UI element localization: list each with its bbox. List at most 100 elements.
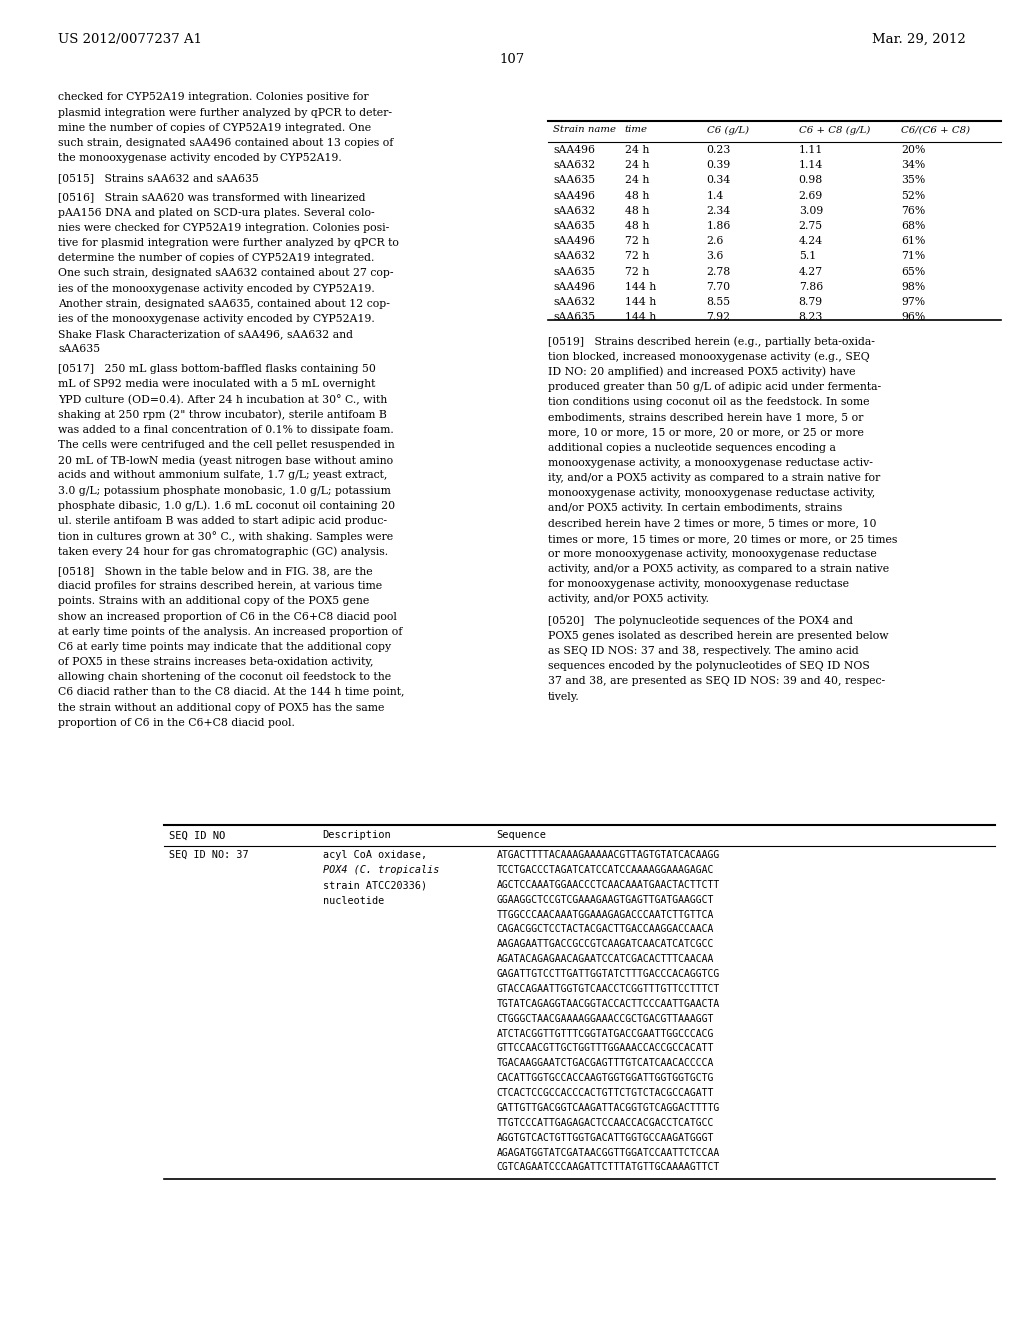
Text: 2.78: 2.78: [707, 267, 731, 277]
Text: plasmid integration were further analyzed by qPCR to deter-: plasmid integration were further analyze…: [58, 107, 392, 117]
Text: Mar. 29, 2012: Mar. 29, 2012: [871, 33, 966, 46]
Text: tion in cultures grown at 30° C., with shaking. Samples were: tion in cultures grown at 30° C., with s…: [58, 531, 393, 543]
Text: additional copies a nucleotide sequences encoding a: additional copies a nucleotide sequences…: [548, 442, 836, 453]
Text: show an increased proportion of C6 in the C6+C8 diacid pool: show an increased proportion of C6 in th…: [58, 611, 397, 622]
Text: more, 10 or more, 15 or more, 20 or more, or 25 or more: more, 10 or more, 15 or more, 20 or more…: [548, 428, 863, 437]
Text: 2.6: 2.6: [707, 236, 724, 247]
Text: sAA635: sAA635: [553, 220, 595, 231]
Text: TGTATCAGAGGTAACGGTACCACTTCCCAATTGAACTA: TGTATCAGAGGTAACGGTACCACTTCCCAATTGAACTA: [497, 999, 720, 1008]
Text: CTCACTCCGCCACCCACTGTTCTGTCTACGCCAGATT: CTCACTCCGCCACCCACTGTTCTGTCTACGCCAGATT: [497, 1088, 714, 1098]
Text: 34%: 34%: [901, 160, 926, 170]
Text: [0517]   250 mL glass bottom-baffled flasks containing 50: [0517] 250 mL glass bottom-baffled flask…: [58, 364, 376, 374]
Text: 20%: 20%: [901, 145, 926, 156]
Text: 2.34: 2.34: [707, 206, 731, 216]
Text: AAGAGAATTGACCGCCGTCAAGATCAACATCATCGCC: AAGAGAATTGACCGCCGTCAAGATCAACATCATCGCC: [497, 940, 714, 949]
Text: time: time: [625, 125, 647, 135]
Text: ies of the monooxygenase activity encoded by CYP52A19.: ies of the monooxygenase activity encode…: [58, 314, 375, 323]
Text: 72 h: 72 h: [625, 236, 649, 247]
Text: CTGGGCTAACGAAAAGGAAACCGCTGACGTTAAAGGT: CTGGGCTAACGAAAAGGAAACCGCTGACGTTAAAGGT: [497, 1014, 714, 1023]
Text: allowing chain shortening of the coconut oil feedstock to the: allowing chain shortening of the coconut…: [58, 672, 391, 682]
Text: One such strain, designated sAA632 contained about 27 cop-: One such strain, designated sAA632 conta…: [58, 268, 394, 279]
Text: AGGTGTCACTGTTGGTGACATTGGTGCCAAGATGGGT: AGGTGTCACTGTTGGTGACATTGGTGCCAAGATGGGT: [497, 1133, 714, 1143]
Text: mine the number of copies of CYP52A19 integrated. One: mine the number of copies of CYP52A19 in…: [58, 123, 372, 133]
Text: 37 and 38, are presented as SEQ ID NOS: 39 and 40, respec-: 37 and 38, are presented as SEQ ID NOS: …: [548, 676, 885, 686]
Text: sAA635: sAA635: [58, 345, 100, 354]
Text: 5.1: 5.1: [799, 251, 816, 261]
Text: 4.24: 4.24: [799, 236, 823, 247]
Text: monooxygenase activity, monooxygenase reductase activity,: monooxygenase activity, monooxygenase re…: [548, 488, 876, 498]
Text: 48 h: 48 h: [625, 206, 649, 216]
Text: or more monooxygenase activity, monooxygenase reductase: or more monooxygenase activity, monooxyg…: [548, 549, 877, 558]
Text: nucleotide: nucleotide: [323, 895, 384, 906]
Text: 76%: 76%: [901, 206, 926, 216]
Text: [0515]   Strains sAA632 and sAA635: [0515] Strains sAA632 and sAA635: [58, 173, 259, 183]
Text: sAA632: sAA632: [553, 206, 595, 216]
Text: at early time points of the analysis. An increased proportion of: at early time points of the analysis. An…: [58, 627, 402, 636]
Text: GAGATTGTCCTTGATTGGTATCTTTGACCCACAGGTCG: GAGATTGTCCTTGATTGGTATCTTTGACCCACAGGTCG: [497, 969, 720, 979]
Text: of POX5 in these strains increases beta-oxidation activity,: of POX5 in these strains increases beta-…: [58, 657, 374, 667]
Text: taken every 24 hour for gas chromatographic (GC) analysis.: taken every 24 hour for gas chromatograp…: [58, 546, 388, 557]
Text: 48 h: 48 h: [625, 190, 649, 201]
Text: 48 h: 48 h: [625, 220, 649, 231]
Text: produced greater than 50 g/L of adipic acid under fermenta-: produced greater than 50 g/L of adipic a…: [548, 381, 881, 392]
Text: ies of the monooxygenase activity encoded by CYP52A19.: ies of the monooxygenase activity encode…: [58, 284, 375, 293]
Text: sequences encoded by the polynucleotides of SEQ ID NOS: sequences encoded by the polynucleotides…: [548, 661, 869, 672]
Text: C6/(C6 + C8): C6/(C6 + C8): [901, 125, 971, 135]
Text: SEQ ID NO: SEQ ID NO: [169, 830, 225, 841]
Text: 24 h: 24 h: [625, 145, 649, 156]
Text: 3.6: 3.6: [707, 251, 724, 261]
Text: SEQ ID NO: 37: SEQ ID NO: 37: [169, 850, 249, 861]
Text: nies were checked for CYP52A19 integration. Colonies posi-: nies were checked for CYP52A19 integrati…: [58, 223, 389, 232]
Text: 61%: 61%: [901, 236, 926, 247]
Text: ity, and/or a POX5 activity as compared to a strain native for: ity, and/or a POX5 activity as compared …: [548, 473, 880, 483]
Text: for monooxygenase activity, monooxygenase reductase: for monooxygenase activity, monooxygenas…: [548, 579, 849, 589]
Text: 97%: 97%: [901, 297, 926, 308]
Text: 1.11: 1.11: [799, 145, 823, 156]
Text: sAA496: sAA496: [553, 145, 595, 156]
Text: such strain, designated sAA496 contained about 13 copies of: such strain, designated sAA496 contained…: [58, 137, 394, 148]
Text: [0519]   Strains described herein (e.g., partially beta-oxida-: [0519] Strains described herein (e.g., p…: [548, 337, 874, 347]
Text: C6 (g/L): C6 (g/L): [707, 125, 749, 135]
Text: 1.4: 1.4: [707, 190, 724, 201]
Text: 1.14: 1.14: [799, 160, 823, 170]
Text: AGATACAGAGAACAGAATCCATCGACACTTTCAACAA: AGATACAGAGAACAGAATCCATCGACACTTTCAACAA: [497, 954, 714, 964]
Text: 35%: 35%: [901, 176, 926, 186]
Text: mL of SP92 media were inoculated with a 5 mL overnight: mL of SP92 media were inoculated with a …: [58, 379, 376, 389]
Text: Sequence: Sequence: [497, 830, 547, 841]
Text: monooxygenase activity, a monooxygenase reductase activ-: monooxygenase activity, a monooxygenase …: [548, 458, 872, 467]
Text: GGAAGGCTCCGTCGAAAGAAGTGAGTTGATGAAGGCT: GGAAGGCTCCGTCGAAAGAAGTGAGTTGATGAAGGCT: [497, 895, 714, 904]
Text: C6 diacid rather than to the C8 diacid. At the 144 h time point,: C6 diacid rather than to the C8 diacid. …: [58, 688, 404, 697]
Text: 2.75: 2.75: [799, 220, 823, 231]
Text: 24 h: 24 h: [625, 160, 649, 170]
Text: Another strain, designated sAA635, contained about 12 cop-: Another strain, designated sAA635, conta…: [58, 298, 390, 309]
Text: C6 + C8 (g/L): C6 + C8 (g/L): [799, 125, 870, 135]
Text: 68%: 68%: [901, 220, 926, 231]
Text: Shake Flask Characterization of sAA496, sAA632 and: Shake Flask Characterization of sAA496, …: [58, 329, 353, 339]
Text: sAA635: sAA635: [553, 267, 595, 277]
Text: 8.23: 8.23: [799, 312, 823, 322]
Text: tion conditions using coconut oil as the feedstock. In some: tion conditions using coconut oil as the…: [548, 397, 869, 407]
Text: 0.39: 0.39: [707, 160, 731, 170]
Text: GATTGTTGACGGTCAAGATTACGGTGTCAGGACTTTTG: GATTGTTGACGGTCAAGATTACGGTGTCAGGACTTTTG: [497, 1104, 720, 1113]
Text: C6 at early time points may indicate that the additional copy: C6 at early time points may indicate tha…: [58, 642, 391, 652]
Text: activity, and/or a POX5 activity, as compared to a strain native: activity, and/or a POX5 activity, as com…: [548, 564, 889, 574]
Text: POX5 genes isolated as described herein are presented below: POX5 genes isolated as described herein …: [548, 631, 889, 642]
Text: the strain without an additional copy of POX5 has the same: the strain without an additional copy of…: [58, 702, 385, 713]
Text: 3.0 g/L; potassium phosphate monobasic, 1.0 g/L; potassium: 3.0 g/L; potassium phosphate monobasic, …: [58, 486, 391, 495]
Text: AGCTCCAAATGGAACCCTCAACAAATGAACTACTTCTT: AGCTCCAAATGGAACCCTCAACAAATGAACTACTTCTT: [497, 879, 720, 890]
Text: US 2012/0077237 A1: US 2012/0077237 A1: [58, 33, 203, 46]
Text: 107: 107: [500, 53, 524, 66]
Text: 3.09: 3.09: [799, 206, 823, 216]
Text: sAA496: sAA496: [553, 190, 595, 201]
Text: as SEQ ID NOS: 37 and 38, respectively. The amino acid: as SEQ ID NOS: 37 and 38, respectively. …: [548, 645, 858, 656]
Text: Strain name: Strain name: [553, 125, 616, 135]
Text: embodiments, strains described herein have 1 more, 5 or: embodiments, strains described herein ha…: [548, 412, 863, 422]
Text: tive for plasmid integration were further analyzed by qPCR to: tive for plasmid integration were furthe…: [58, 238, 399, 248]
Text: and/or POX5 activity. In certain embodiments, strains: and/or POX5 activity. In certain embodim…: [548, 503, 842, 513]
Text: CACATTGGTGCCACCAAGTGGTGGATTGGTGGTGCTG: CACATTGGTGCCACCAAGTGGTGGATTGGTGGTGCTG: [497, 1073, 714, 1084]
Text: shaking at 250 rpm (2" throw incubator), sterile antifoam B: shaking at 250 rpm (2" throw incubator),…: [58, 409, 387, 420]
Text: ATGACTTTTACAAAGAAAAACGTTAGTGTATCACAAGG: ATGACTTTTACAAAGAAAAACGTTAGTGTATCACAAGG: [497, 850, 720, 861]
Text: TGACAAGGAATCTGACGAGTTTGTCATCAACACCCCA: TGACAAGGAATCTGACGAGTTTGTCATCAACACCCCA: [497, 1059, 714, 1068]
Text: sAA632: sAA632: [553, 297, 595, 308]
Text: activity, and/or POX5 activity.: activity, and/or POX5 activity.: [548, 594, 709, 605]
